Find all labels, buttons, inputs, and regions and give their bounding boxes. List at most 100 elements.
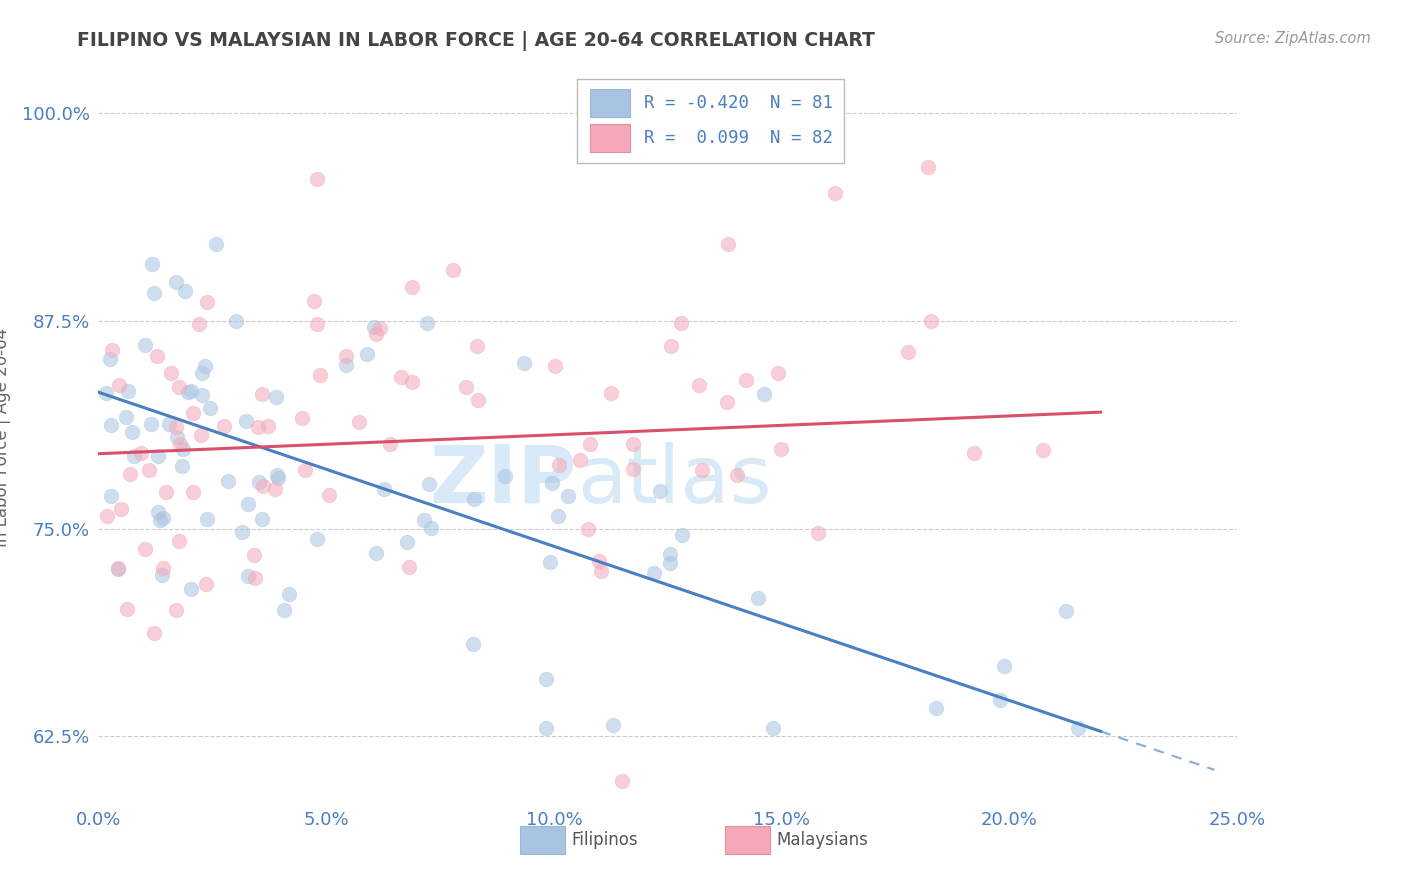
Point bbox=[195, 511, 218, 525]
Point bbox=[107, 561, 129, 575]
Point bbox=[117, 384, 139, 398]
Point bbox=[920, 314, 942, 328]
Point bbox=[264, 390, 287, 404]
Point bbox=[174, 284, 197, 298]
Point bbox=[165, 603, 187, 617]
Point bbox=[416, 316, 439, 330]
Point bbox=[138, 463, 160, 477]
Point bbox=[152, 511, 174, 525]
Point bbox=[373, 482, 395, 496]
Point bbox=[762, 721, 785, 735]
Point bbox=[309, 368, 332, 382]
Point bbox=[621, 437, 644, 451]
Point bbox=[190, 427, 212, 442]
Point bbox=[194, 577, 217, 591]
Point bbox=[494, 469, 516, 483]
Point bbox=[766, 367, 789, 381]
Point bbox=[621, 461, 644, 475]
Point bbox=[155, 484, 177, 499]
Point bbox=[169, 380, 191, 394]
Point bbox=[167, 533, 190, 548]
Point bbox=[347, 415, 370, 429]
Point bbox=[169, 437, 191, 451]
Point bbox=[401, 280, 423, 294]
Point bbox=[195, 294, 218, 309]
FancyBboxPatch shape bbox=[591, 124, 630, 152]
Point bbox=[356, 346, 378, 360]
Point bbox=[107, 561, 129, 575]
Point bbox=[264, 482, 287, 496]
FancyBboxPatch shape bbox=[591, 88, 630, 117]
Point bbox=[659, 556, 682, 570]
Point bbox=[725, 468, 748, 483]
Point bbox=[165, 420, 187, 434]
Point bbox=[181, 484, 204, 499]
Point bbox=[188, 317, 211, 331]
Point bbox=[146, 349, 169, 363]
Point bbox=[236, 497, 259, 511]
Point bbox=[769, 442, 792, 456]
Point bbox=[602, 718, 624, 732]
Point bbox=[643, 566, 665, 580]
Point bbox=[120, 467, 142, 481]
Point bbox=[671, 316, 693, 330]
Point bbox=[467, 339, 489, 353]
Point bbox=[191, 366, 214, 380]
Point bbox=[752, 387, 775, 401]
Point bbox=[124, 449, 146, 463]
Point bbox=[181, 406, 204, 420]
Point bbox=[291, 411, 314, 425]
Point bbox=[568, 452, 591, 467]
Point bbox=[172, 442, 194, 456]
Point bbox=[273, 603, 295, 617]
Point bbox=[129, 446, 152, 460]
Point bbox=[917, 161, 939, 175]
Point bbox=[335, 358, 357, 372]
Point bbox=[121, 425, 143, 439]
Point bbox=[648, 484, 671, 499]
Point bbox=[134, 541, 156, 556]
Point bbox=[146, 449, 169, 463]
Point bbox=[747, 591, 769, 605]
Point bbox=[267, 471, 290, 485]
Point bbox=[194, 359, 217, 373]
Point bbox=[266, 468, 288, 483]
Text: atlas: atlas bbox=[576, 442, 770, 520]
Point bbox=[588, 554, 610, 568]
Point bbox=[100, 418, 122, 433]
Point bbox=[541, 476, 564, 491]
Point bbox=[94, 386, 117, 401]
Text: R =  0.099  N = 82: R = 0.099 N = 82 bbox=[644, 129, 832, 147]
Point bbox=[225, 314, 247, 328]
Point bbox=[690, 462, 713, 476]
Point bbox=[305, 532, 328, 546]
Point bbox=[396, 534, 419, 549]
Point bbox=[824, 186, 846, 200]
Point bbox=[243, 571, 266, 585]
Point bbox=[115, 409, 138, 424]
Point bbox=[418, 477, 440, 491]
Point bbox=[993, 659, 1015, 673]
Point bbox=[177, 384, 200, 399]
Point bbox=[101, 343, 124, 357]
Point bbox=[139, 417, 162, 432]
Point bbox=[305, 317, 328, 331]
Point bbox=[538, 555, 561, 569]
Point bbox=[142, 625, 165, 640]
Point bbox=[419, 520, 441, 534]
Point bbox=[544, 359, 567, 374]
FancyBboxPatch shape bbox=[576, 78, 845, 163]
Text: Malaysians: Malaysians bbox=[776, 831, 868, 849]
Point bbox=[547, 509, 569, 524]
Point bbox=[100, 489, 122, 503]
Point bbox=[110, 501, 132, 516]
Point bbox=[456, 380, 478, 394]
Point bbox=[146, 506, 169, 520]
Point bbox=[671, 528, 693, 542]
Point bbox=[467, 392, 489, 407]
Point bbox=[963, 446, 986, 460]
Point bbox=[1054, 604, 1077, 618]
Point bbox=[398, 560, 420, 574]
Point bbox=[925, 701, 948, 715]
Point bbox=[658, 548, 681, 562]
